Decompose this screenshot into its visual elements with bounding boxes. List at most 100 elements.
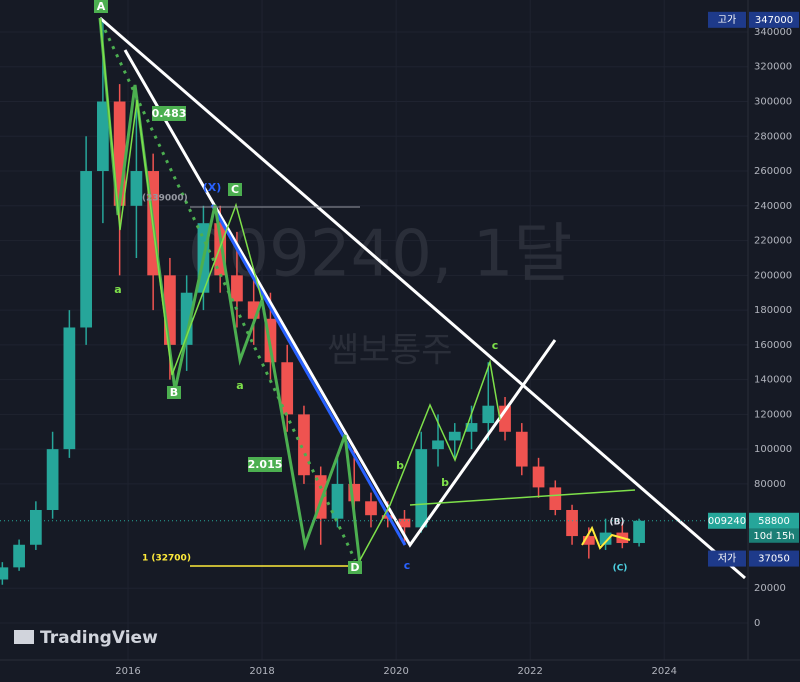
badge-name: 고가 <box>718 14 736 26</box>
y-tick-label: 160000 <box>754 340 792 351</box>
logo: TradingView <box>40 628 158 648</box>
badge-value: 58800 <box>758 516 790 527</box>
y-tick-label: 180000 <box>754 305 792 316</box>
y-tick-label: 100000 <box>754 444 792 455</box>
badge-value-box <box>749 512 799 529</box>
annotation: A <box>97 0 106 13</box>
candle-body <box>29 509 42 545</box>
candle-body <box>448 431 461 441</box>
candle-body <box>582 536 595 545</box>
candle-body <box>0 567 9 580</box>
watermark-sub: 쌤보통주 <box>327 331 452 371</box>
candle-body <box>247 301 260 319</box>
y-tick-label: 20000 <box>754 583 786 594</box>
badge-countdown: 10d 15h <box>753 531 794 542</box>
candle-body <box>113 101 126 206</box>
annotation: 0.483 <box>152 107 187 120</box>
candle-body <box>432 440 444 450</box>
annotation: D <box>350 561 359 574</box>
annotations: A B C D 0.483 2.015 1 (32700) (239000) (… <box>94 0 627 574</box>
candle-body <box>515 431 528 467</box>
wave-line <box>210 204 407 546</box>
y-tick-label: 220000 <box>754 236 792 247</box>
y-tick-label: 300000 <box>754 97 792 108</box>
label-box <box>94 0 108 13</box>
trend-line <box>99 16 746 580</box>
candle-body <box>549 487 562 510</box>
candle-body <box>13 544 25 568</box>
candle-body <box>415 449 428 528</box>
candle-body <box>314 475 327 519</box>
candle-body <box>482 405 495 424</box>
candle-body <box>281 362 294 415</box>
annotation: a <box>236 379 243 392</box>
label-box <box>348 561 362 574</box>
candle-body <box>532 466 545 488</box>
badge-name: 저가 <box>718 553 736 565</box>
candle-body <box>164 275 176 345</box>
wave-line <box>409 489 636 506</box>
axes: 0 20000 80000 100000 120000 140000 160000 18000… <box>115 27 792 677</box>
badge-name-box <box>708 550 746 567</box>
y-tick-label: 260000 <box>754 166 792 177</box>
annotation: C <box>231 183 239 196</box>
badge-value-box <box>749 11 799 28</box>
candle-body <box>298 414 310 476</box>
annotation: (X) <box>203 181 222 194</box>
annotation: c <box>404 559 411 572</box>
candle-body <box>633 520 645 544</box>
x-tick-label: 2022 <box>517 666 542 677</box>
label-box <box>248 457 282 472</box>
badge-countdown-box <box>749 528 799 543</box>
candle-body <box>398 518 411 528</box>
annotation: b <box>396 459 404 472</box>
badge-name: 009240 <box>708 516 746 527</box>
candle-body <box>365 501 377 516</box>
candle-body <box>214 223 227 276</box>
annotation: 1 (32700) <box>142 554 191 564</box>
y-tick-label: 140000 <box>754 375 792 386</box>
wave-line <box>99 17 263 376</box>
watermark: 009240, 1달 <box>188 218 573 292</box>
drawings <box>98 16 746 580</box>
wave-line <box>98 17 362 566</box>
annotation: (B) <box>609 518 624 528</box>
trend-line <box>123 49 557 548</box>
candle-body <box>130 171 143 206</box>
badge-name-box <box>708 512 746 529</box>
y-tick-label: 240000 <box>754 201 792 212</box>
annotation: B <box>170 386 178 399</box>
y-tick-label: 320000 <box>754 62 792 73</box>
candle-body <box>180 292 193 345</box>
y-tick-label: 120000 <box>754 409 792 420</box>
candle-body <box>63 327 76 450</box>
y-tick-label: 80000 <box>754 479 786 490</box>
annotation: a <box>114 283 121 296</box>
label-box <box>167 386 181 399</box>
x-tick-label: 2016 <box>115 666 140 677</box>
candle-body <box>499 405 511 432</box>
annotation: (239000) <box>142 194 188 204</box>
candle-body <box>231 275 243 302</box>
label-box <box>152 106 186 121</box>
candle-body <box>331 483 344 519</box>
y-tick-label: 0 <box>754 618 760 629</box>
y-tick-label: 280000 <box>754 131 792 142</box>
candle-body <box>46 449 59 510</box>
candle-body <box>465 423 478 432</box>
badge-value: 347000 <box>755 15 793 26</box>
candle-body <box>348 483 361 502</box>
fib-line <box>103 29 357 561</box>
y-tick-label: 200000 <box>754 270 792 281</box>
wave-line <box>359 359 501 561</box>
grid <box>0 0 748 660</box>
candle-body <box>97 101 109 172</box>
y-tick-label: 340000 <box>754 27 792 38</box>
badge-name-box <box>708 11 746 28</box>
annotation: 2.015 <box>248 458 283 471</box>
candle-body <box>80 171 92 328</box>
annotation: (C) <box>613 564 628 574</box>
candle-body <box>599 532 612 545</box>
